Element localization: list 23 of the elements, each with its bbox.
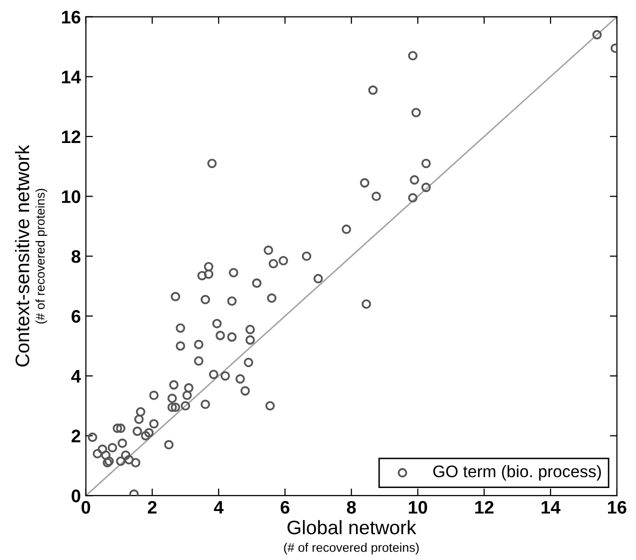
y-axis-title: Context-sensitive network <box>15 144 30 367</box>
legend-label: GO term (bio. process) <box>433 465 601 481</box>
text: (# of recovered proteins) <box>284 542 419 554</box>
y-tick-label: 2 <box>72 430 80 442</box>
x-tick-label: 16 <box>608 500 626 514</box>
y-tick-label: 8 <box>72 250 80 263</box>
x-tick-label: 0 <box>82 500 90 514</box>
x-tick-label: 14 <box>542 501 560 514</box>
y-tick-label: 6 <box>72 310 80 323</box>
y-tick-label: 14 <box>62 70 81 84</box>
y-tick-label: 10 <box>62 190 80 204</box>
text: (# of recovered proteins) <box>36 188 48 324</box>
y-tick-label: 12 <box>62 130 80 144</box>
x-tick-label: 4 <box>214 501 224 514</box>
x-axis-title: Global network <box>288 520 416 534</box>
y-tick-label: 16 <box>62 10 80 24</box>
x-tick-label: 12 <box>475 500 494 514</box>
x-tick-label: 2 <box>148 500 157 514</box>
x-tick-label: 8 <box>346 500 356 514</box>
x-tick-label: 10 <box>408 500 428 514</box>
y-tick-label: 0 <box>72 490 80 502</box>
y-tick-label: 4 <box>71 370 81 382</box>
x-tick-label: 6 <box>280 500 290 514</box>
